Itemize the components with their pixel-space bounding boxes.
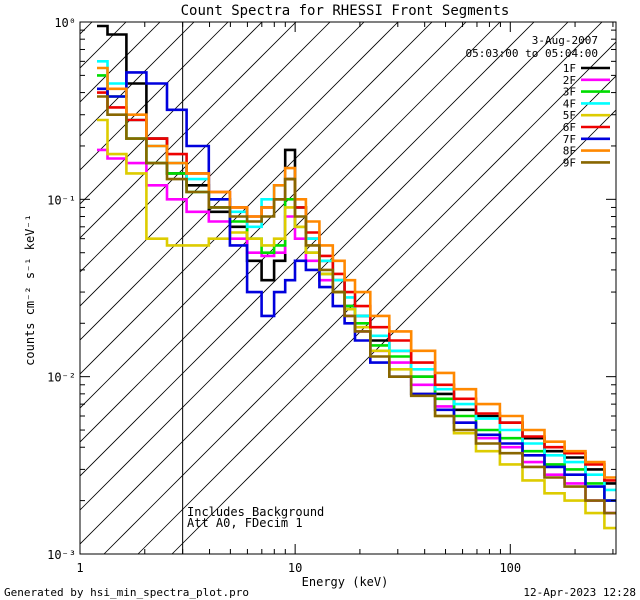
- series-8F: [97, 66, 616, 479]
- annotation-attenuator: Att A0, FDecim 1: [187, 516, 303, 530]
- x-tick-label: 10: [288, 561, 302, 575]
- legend-label: 6F: [563, 121, 576, 134]
- legend-time-range: 05:03:00 to 05:04:00: [466, 47, 598, 60]
- legend-date: 3-Aug-2007: [532, 34, 598, 47]
- plot-frame: [79, 21, 617, 555]
- hatch-stroke: [80, 22, 365, 307]
- hatch-stroke: [80, 22, 467, 409]
- x-tick-label: 1: [76, 561, 83, 575]
- hatch-stroke: [80, 22, 195, 137]
- y-tick-label: 10⁻³: [47, 548, 76, 562]
- y-axis-label: counts cm⁻² s⁻¹ keV⁻¹: [23, 214, 37, 366]
- legend-label: 1F: [563, 62, 576, 75]
- x-tick-label: 100: [499, 561, 521, 575]
- legend-label: 8F: [563, 145, 576, 158]
- attenuator-hatch-region: [80, 22, 616, 554]
- footer-generator: Generated by hsi_min_spectra_plot.pro: [4, 586, 249, 599]
- y-tick-label: 10⁻¹: [47, 193, 76, 207]
- series-4F: [97, 60, 616, 492]
- hatch-stroke: [80, 22, 399, 341]
- series-7F: [97, 71, 616, 502]
- hatch-stroke: [103, 41, 616, 554]
- legend-label: 7F: [563, 133, 576, 146]
- chart-title: Count Spectra for RHESSI Front Segments: [181, 3, 510, 19]
- legend-label: 2F: [563, 74, 576, 87]
- footer-timestamp: 12-Apr-2023 12:28: [523, 586, 636, 599]
- legend-label: 5F: [563, 109, 576, 122]
- hatch-stroke: [80, 22, 229, 171]
- series-group: [97, 24, 616, 530]
- y-tick-label: 10⁰: [54, 16, 76, 30]
- hatch-stroke: [80, 22, 535, 477]
- hatch-stroke: [80, 22, 603, 545]
- annotation-background: Includes Background: [187, 505, 324, 519]
- hatch-stroke: [80, 22, 331, 273]
- hatch-stroke: [171, 109, 616, 554]
- hatch-stroke: [80, 22, 297, 239]
- hatch-stroke: [80, 22, 569, 511]
- hatch-stroke: [137, 75, 616, 554]
- series-6F: [97, 91, 616, 482]
- axis-ticks: 1 10 100 10⁰ 10⁻¹ 10⁻² 10⁻³: [47, 16, 616, 575]
- legend-label: 9F: [563, 156, 576, 169]
- hatch-stroke: [80, 22, 93, 35]
- series-9F: [97, 95, 616, 515]
- x-axis-label: Energy (keV): [302, 575, 389, 589]
- y-tick-label: 10⁻²: [47, 371, 76, 385]
- hatch-stroke: [80, 22, 263, 205]
- legend-label: 4F: [563, 97, 576, 110]
- legend-label: 3F: [563, 86, 576, 99]
- hatch-stroke: [80, 22, 161, 103]
- hatch-stroke: [80, 22, 433, 375]
